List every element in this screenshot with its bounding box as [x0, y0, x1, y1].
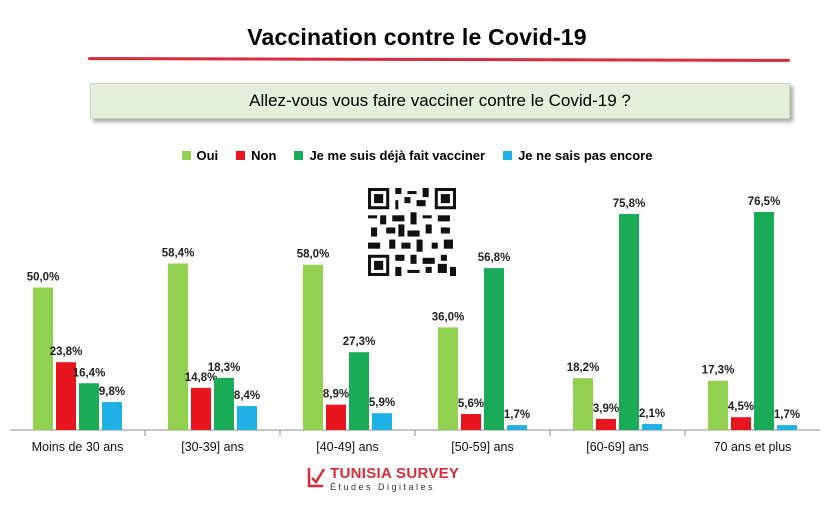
category-label: [30-39] ans [181, 440, 244, 454]
data-label: 18,2% [567, 362, 600, 374]
bar [303, 264, 323, 430]
survey-question-text: Allez-vous vous faire vacciner contre le… [249, 91, 631, 110]
chart-title: Vaccination contre le Covid-19 [247, 24, 587, 50]
legend-item-non: Non [236, 148, 276, 163]
bar [237, 406, 257, 430]
bar [168, 263, 188, 430]
bar [708, 380, 728, 430]
data-label: 4,5% [728, 401, 754, 413]
bar [79, 383, 99, 430]
category-label: Moins de 30 ans [32, 440, 124, 454]
category-label: [50-59] ans [451, 440, 514, 454]
data-label: 1,7% [774, 409, 800, 421]
data-label: 17,3% [702, 365, 735, 377]
chart-legend: Oui Non Je me suis déjà fait vacciner Je… [0, 148, 834, 163]
bar [754, 211, 774, 430]
bar [596, 418, 616, 430]
data-label: 58,4% [162, 248, 195, 260]
bar [33, 287, 53, 430]
data-label: 36,0% [432, 311, 465, 323]
survey-question: Allez-vous vous faire vacciner contre le… [90, 83, 790, 119]
bar [56, 362, 76, 430]
legend-swatch [503, 151, 513, 160]
legend-swatch [181, 151, 191, 160]
bar [214, 377, 234, 430]
data-label: 5,9% [369, 397, 395, 409]
brand-logo: TUNISIA SURVEY Études Digitales [306, 466, 459, 492]
brand-tagline: Études Digitales [330, 482, 436, 492]
bar [326, 404, 346, 430]
bar [349, 352, 369, 430]
category-label: [60-69] ans [586, 440, 649, 454]
legend-swatch [294, 151, 304, 160]
bar [461, 414, 481, 430]
brand-name: TUNISIA SURVEY [330, 465, 460, 482]
tunisia-survey-logo-icon [307, 468, 326, 488]
bar [731, 417, 751, 430]
data-label: 16,4% [73, 367, 106, 379]
bar [372, 413, 392, 430]
bar [507, 425, 527, 430]
bar [484, 268, 504, 430]
data-label: 8,4% [234, 390, 260, 402]
legend-swatch [236, 151, 246, 160]
legend-item-oui: Oui [181, 148, 219, 163]
data-label: 27,3% [343, 336, 376, 348]
bar [619, 213, 639, 430]
data-label: 3,9% [593, 403, 619, 415]
data-label: 5,6% [458, 398, 484, 410]
legend-label: Je me suis déjà fait vacciner [309, 148, 486, 163]
data-label: 58,0% [297, 249, 330, 261]
category-label: [40-49] ans [316, 440, 379, 454]
legend-label: Non [251, 148, 277, 163]
legend-item-ne-sais-pas: Je ne sais pas encore [503, 148, 652, 163]
data-label: 76,5% [748, 196, 781, 208]
data-label: 14,8% [185, 372, 218, 384]
legend-item-deja-vaccine: Je me suis déjà fait vacciner [294, 148, 485, 163]
data-label: 50,0% [27, 272, 60, 284]
data-label: 23,8% [50, 346, 83, 358]
bar [573, 378, 593, 430]
bar [191, 387, 211, 430]
data-label: 18,3% [208, 362, 241, 374]
bar [642, 424, 662, 430]
bar [438, 327, 458, 430]
data-label: 2,1% [639, 408, 665, 420]
data-label: 56,8% [478, 252, 511, 264]
legend-label: Oui [196, 148, 219, 163]
data-label: 75,8% [613, 198, 646, 210]
data-label: 8,9% [323, 389, 349, 401]
data-label: 9,8% [99, 386, 125, 398]
bar [102, 402, 122, 430]
legend-label: Je ne sais pas encore [518, 148, 653, 163]
category-label: 70 ans et plus [714, 440, 792, 454]
bar [777, 425, 797, 430]
data-label: 1,7% [504, 409, 530, 421]
qr-code-icon [368, 188, 456, 276]
